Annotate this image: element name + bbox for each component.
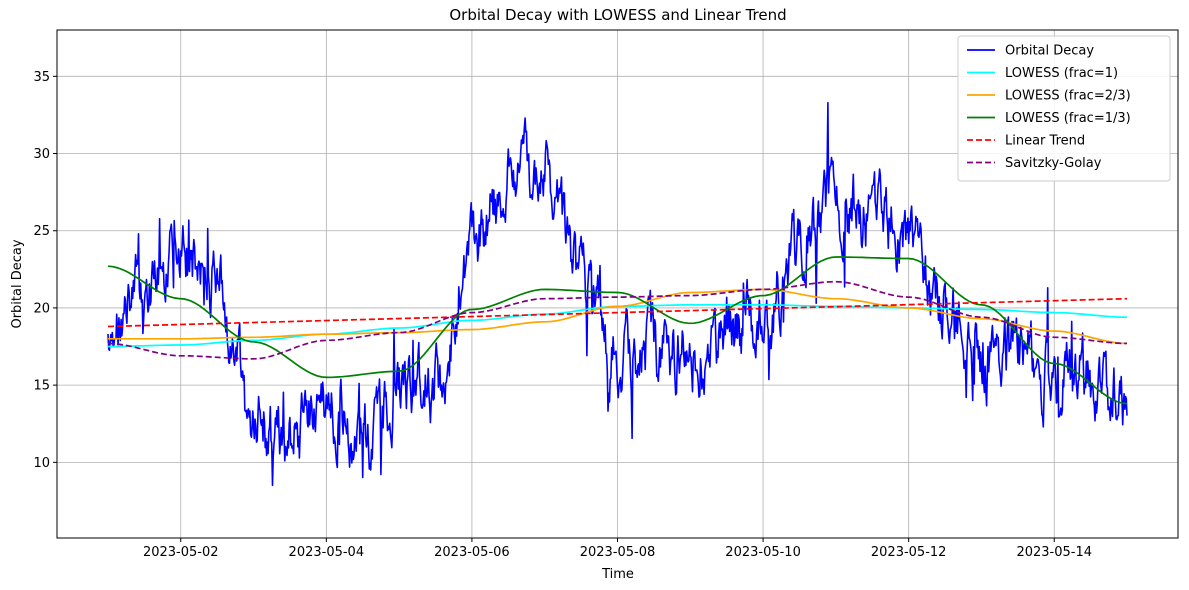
legend-label: Savitzky-Golay xyxy=(1005,156,1102,171)
y-tick-label: 35 xyxy=(33,70,50,85)
series-line-5 xyxy=(107,280,1127,360)
legend-label: LOWESS (frac=2/3) xyxy=(1005,89,1131,104)
x-axis: 2023-05-02 2023-05-04 2023-05-06 2023-05-08… xyxy=(143,538,1092,560)
legend-label: LOWESS (frac=1) xyxy=(1005,66,1118,81)
series-group xyxy=(107,101,1128,487)
series-line-0 xyxy=(107,101,1128,487)
x-tick-label: 2023-05-14 xyxy=(1016,545,1092,560)
x-tick-label: 2023-05-06 xyxy=(434,545,510,560)
x-tick-label: 2023-05-10 xyxy=(725,545,801,560)
x-tick-label: 2023-05-04 xyxy=(289,545,365,560)
series-line-2 xyxy=(108,288,1128,345)
series-line-3 xyxy=(107,256,1128,405)
legend: Orbital Decay LOWESS (frac=1) LOWESS (frac… xyxy=(957,35,1171,182)
x-axis-title: Time xyxy=(601,567,634,582)
legend-label: LOWESS (frac=1/3) xyxy=(1005,111,1131,126)
y-tick-label: 25 xyxy=(33,224,50,239)
chart-title: Orbital Decay with LOWESS and Linear Tre… xyxy=(449,6,786,24)
x-tick-label: 2023-05-08 xyxy=(580,545,656,560)
x-tick-label: 2023-05-02 xyxy=(143,545,219,560)
y-axis-title: Orbital Decay xyxy=(10,239,25,328)
x-tick-label: 2023-05-12 xyxy=(871,545,947,560)
legend-box xyxy=(957,35,1171,182)
y-tick-label: 30 xyxy=(33,147,50,162)
plot-area xyxy=(107,101,1128,487)
legend-label: Linear Trend xyxy=(1005,134,1085,149)
y-tick-label: 20 xyxy=(33,301,50,316)
y-axis: 10 15 20 25 30 35 xyxy=(33,70,57,471)
y-tick-label: 10 xyxy=(33,456,50,471)
series-line-4 xyxy=(107,297,1128,328)
y-tick-label: 15 xyxy=(33,379,50,394)
legend-label: Orbital Decay xyxy=(1005,44,1094,59)
